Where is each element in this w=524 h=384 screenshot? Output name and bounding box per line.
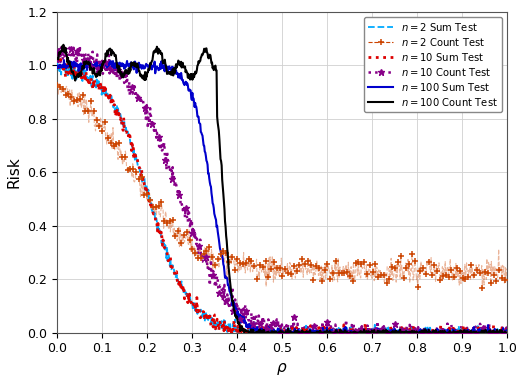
X-axis label: $\rho$: $\rho$ — [277, 361, 288, 377]
Legend: $n = 2$ Sum Test, $n = 2$ Count Test, $n = 10$ Sum Test, $n = 10$ Count Test, $n: $n = 2$ Sum Test, $n = 2$ Count Test, $n… — [364, 17, 502, 112]
Y-axis label: Risk: Risk — [7, 157, 22, 188]
